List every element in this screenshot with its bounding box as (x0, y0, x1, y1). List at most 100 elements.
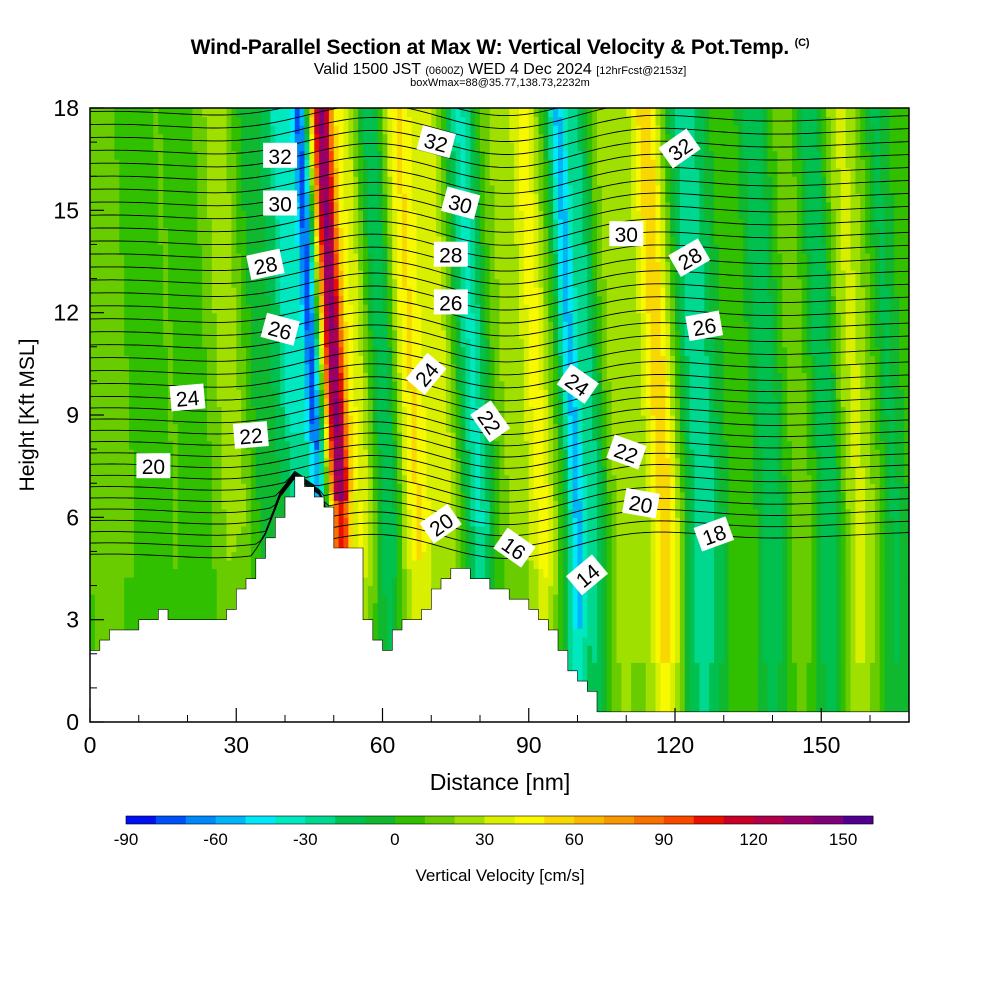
velocity-cell (811, 628, 817, 638)
velocity-cell (787, 491, 793, 501)
velocity-cell (699, 602, 705, 612)
velocity-cell (831, 483, 837, 493)
velocity-cell (221, 491, 228, 501)
velocity-cell (528, 559, 535, 570)
velocity-cell (782, 696, 788, 706)
velocity-cell (811, 619, 817, 629)
velocity-cell (777, 483, 783, 493)
velocity-cell (236, 577, 242, 587)
velocity-cell (792, 577, 798, 587)
velocity-cell (445, 474, 452, 484)
velocity-cell (874, 577, 881, 587)
velocity-cell (689, 534, 696, 544)
velocity-cell (94, 628, 101, 638)
velocity-cell (372, 525, 379, 535)
velocity-cell (787, 611, 793, 621)
velocity-cell (270, 466, 276, 476)
velocity-cell (772, 704, 778, 715)
velocity-cell (621, 696, 627, 706)
velocity-cell (845, 517, 852, 527)
velocity-cell (265, 483, 271, 493)
velocity-cell (679, 611, 686, 621)
velocity-cell (494, 491, 501, 501)
velocity-cell (855, 670, 861, 680)
velocity-cell (865, 611, 871, 621)
velocity-cell (387, 500, 393, 510)
velocity-cell (587, 517, 593, 527)
velocity-cell (129, 594, 135, 604)
velocity-cell (694, 568, 700, 578)
velocity-cell (163, 568, 169, 578)
velocity-cell (733, 491, 739, 501)
velocity-cell (694, 636, 700, 646)
velocity-cell (753, 670, 759, 680)
velocity-cell (587, 645, 593, 655)
velocity-cell (187, 602, 193, 612)
velocity-cell (831, 611, 837, 621)
velocity-cell (367, 474, 374, 484)
velocity-cell (831, 551, 837, 561)
velocity-cell (645, 645, 652, 655)
velocity-cell (899, 636, 905, 646)
velocity-cell (358, 500, 364, 510)
velocity-cell (406, 517, 413, 527)
velocity-cell (870, 551, 876, 561)
velocity-cell (660, 619, 666, 629)
velocity-cell (621, 645, 627, 655)
velocity-cell (675, 594, 681, 604)
velocity-cell (421, 508, 427, 518)
velocity-cell (835, 704, 842, 715)
velocity-cell (684, 636, 691, 646)
velocity-cell (704, 662, 710, 672)
velocity-cell (650, 559, 657, 570)
velocity-cell (845, 670, 852, 680)
velocity-cell (850, 517, 856, 527)
velocity-cell (216, 500, 223, 510)
velocity-cell (894, 500, 900, 510)
velocity-cell (767, 585, 774, 595)
velocity-cell (567, 628, 574, 638)
velocity-cell (850, 474, 856, 484)
velocity-cell (333, 500, 340, 510)
velocity-cell (728, 619, 735, 629)
velocity-cell (787, 653, 793, 663)
velocity-cell (119, 517, 125, 527)
velocity-cell (718, 619, 725, 629)
velocity-cell (606, 628, 613, 638)
velocity-cell (397, 602, 403, 612)
velocity-cell (884, 687, 891, 698)
velocity-cell (655, 508, 661, 518)
velocity-cell (94, 542, 101, 553)
velocity-cell (894, 696, 900, 706)
velocity-cell (762, 585, 769, 595)
velocity-cell (221, 602, 228, 612)
velocity-cell (319, 474, 325, 484)
velocity-cell (402, 466, 408, 476)
velocity-cell (728, 542, 735, 553)
velocity-cell (470, 508, 476, 518)
velocity-cell (855, 619, 861, 629)
velocity-cell (611, 559, 618, 570)
velocity-cell (587, 636, 593, 646)
velocity-cell (684, 653, 691, 663)
velocity-cell (660, 568, 666, 578)
velocity-cell (324, 474, 330, 484)
velocity-cell (777, 491, 783, 501)
velocity-cell (119, 525, 125, 535)
velocity-cell (138, 559, 145, 570)
velocity-cell (226, 577, 232, 587)
velocity-cell (640, 636, 647, 646)
velocity-cell (865, 534, 871, 544)
velocity-cell (684, 585, 691, 595)
velocity-cell (743, 602, 749, 612)
velocity-cell (835, 645, 842, 655)
copyright-mark: (C) (794, 37, 810, 49)
velocity-cell (874, 525, 881, 535)
velocity-cell (860, 687, 866, 698)
velocity-cell (636, 645, 642, 655)
velocity-cell (328, 491, 335, 501)
velocity-cell (182, 611, 189, 621)
velocity-cell (421, 585, 427, 595)
velocity-cell (718, 628, 725, 638)
velocity-cell (348, 483, 354, 493)
